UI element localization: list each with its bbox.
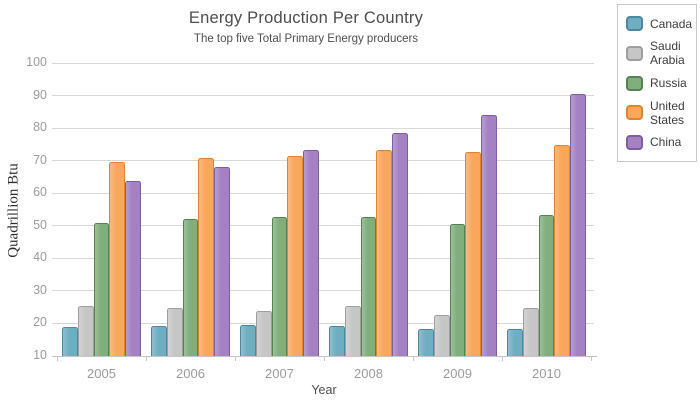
bar-united-states-2007 (287, 156, 304, 356)
x-axis-tick (413, 356, 414, 361)
gridline (52, 95, 594, 97)
legend-item-saudi-arabia: Saudi Arabia (626, 39, 692, 67)
legend-label: China (650, 135, 682, 150)
bar-russia-2007 (271, 217, 288, 356)
bar-united-states-2009 (465, 152, 482, 356)
bar-russia-2009 (449, 224, 466, 356)
x-axis-tick (146, 356, 147, 361)
bar-united-states-2005 (109, 162, 126, 356)
gridline (52, 127, 594, 129)
legend-label: Canada (650, 16, 693, 31)
bar-china-2007 (303, 149, 319, 356)
bar-china-2006 (214, 166, 230, 356)
bar-united-states-2010 (554, 144, 571, 356)
bar-saudi-arabia-2009 (433, 314, 450, 356)
bar-saudi-arabia-2007 (255, 311, 272, 356)
gridline (52, 322, 594, 324)
legend-label: United States (650, 98, 685, 127)
bar-canada-2008 (329, 326, 345, 356)
y-tick-label: 30 (33, 282, 47, 297)
x-axis-tick (502, 356, 503, 361)
bar-china-2008 (392, 133, 408, 356)
bar-china-2009 (481, 114, 497, 356)
gridline (52, 62, 594, 64)
bar-united-states-2008 (376, 150, 393, 356)
y-tick-label: 80 (33, 120, 47, 135)
y-tick-label: 70 (33, 152, 47, 167)
legend-item-canada: Canada (626, 16, 693, 32)
x-axis-tick (235, 356, 236, 361)
gridline (52, 225, 594, 227)
x-axis-tick (57, 356, 58, 361)
legend-label: Saudi Arabia (650, 39, 685, 68)
legend-swatch-united-states (626, 105, 643, 121)
bar-canada-2009 (418, 328, 434, 356)
y-tick-label: 20 (33, 315, 47, 330)
bar-canada-2005 (62, 326, 78, 356)
chart-subtitle: The top five Total Primary Energy produc… (193, 33, 419, 45)
bar-canada-2006 (151, 325, 167, 356)
bar-china-2010 (570, 93, 586, 356)
legend-swatch-china (626, 134, 643, 150)
x-tick-label: 2007 (265, 366, 294, 381)
legend: Canada Saudi Arabia Russia United States Chi… (617, 4, 697, 162)
legend-item-russia: Russia (626, 75, 692, 91)
x-tick-label: 2008 (354, 366, 383, 381)
bar-russia-2008 (360, 217, 377, 356)
x-axis-tick (324, 356, 325, 361)
y-tick-label: 100 (26, 55, 47, 69)
bar-saudi-arabia-2006 (166, 308, 183, 356)
bar-canada-2010 (507, 328, 523, 356)
bar-saudi-arabia-2005 (77, 305, 94, 356)
gridline (52, 290, 594, 292)
y-tick-label: 40 (33, 250, 47, 265)
x-tick-label: 2009 (443, 366, 472, 381)
bar-china-2005 (125, 180, 141, 356)
legend-swatch-canada (626, 16, 643, 32)
legend-swatch-russia (626, 75, 643, 91)
legend-label: Russia (650, 75, 687, 90)
y-tick-label: 10 (33, 348, 47, 362)
x-tick-label: 2006 (176, 366, 205, 381)
legend-item-china: China (626, 134, 692, 150)
bar-russia-2006 (182, 218, 199, 356)
legend-item-united-states: United States (626, 99, 692, 127)
legend-swatch-saudi-arabia (626, 45, 643, 61)
x-axis-title: Year (311, 383, 337, 397)
chart-title: Energy Production Per Country (188, 9, 424, 27)
bar-saudi-arabia-2010 (522, 308, 539, 356)
bar-united-states-2006 (198, 157, 215, 356)
y-tick-label: 60 (33, 185, 47, 200)
gridline (52, 257, 594, 259)
gridline (52, 192, 594, 194)
bar-russia-2005 (93, 222, 110, 356)
x-tick-label: 2005 (87, 366, 116, 381)
bar-canada-2007 (240, 325, 256, 356)
y-tick-label: 90 (33, 87, 47, 102)
gridline (52, 160, 594, 162)
x-axis-tick (591, 356, 592, 361)
y-tick-label: 50 (33, 217, 47, 232)
bar-saudi-arabia-2008 (344, 306, 361, 356)
bar-russia-2010 (538, 215, 555, 356)
x-tick-label: 2010 (532, 366, 561, 381)
